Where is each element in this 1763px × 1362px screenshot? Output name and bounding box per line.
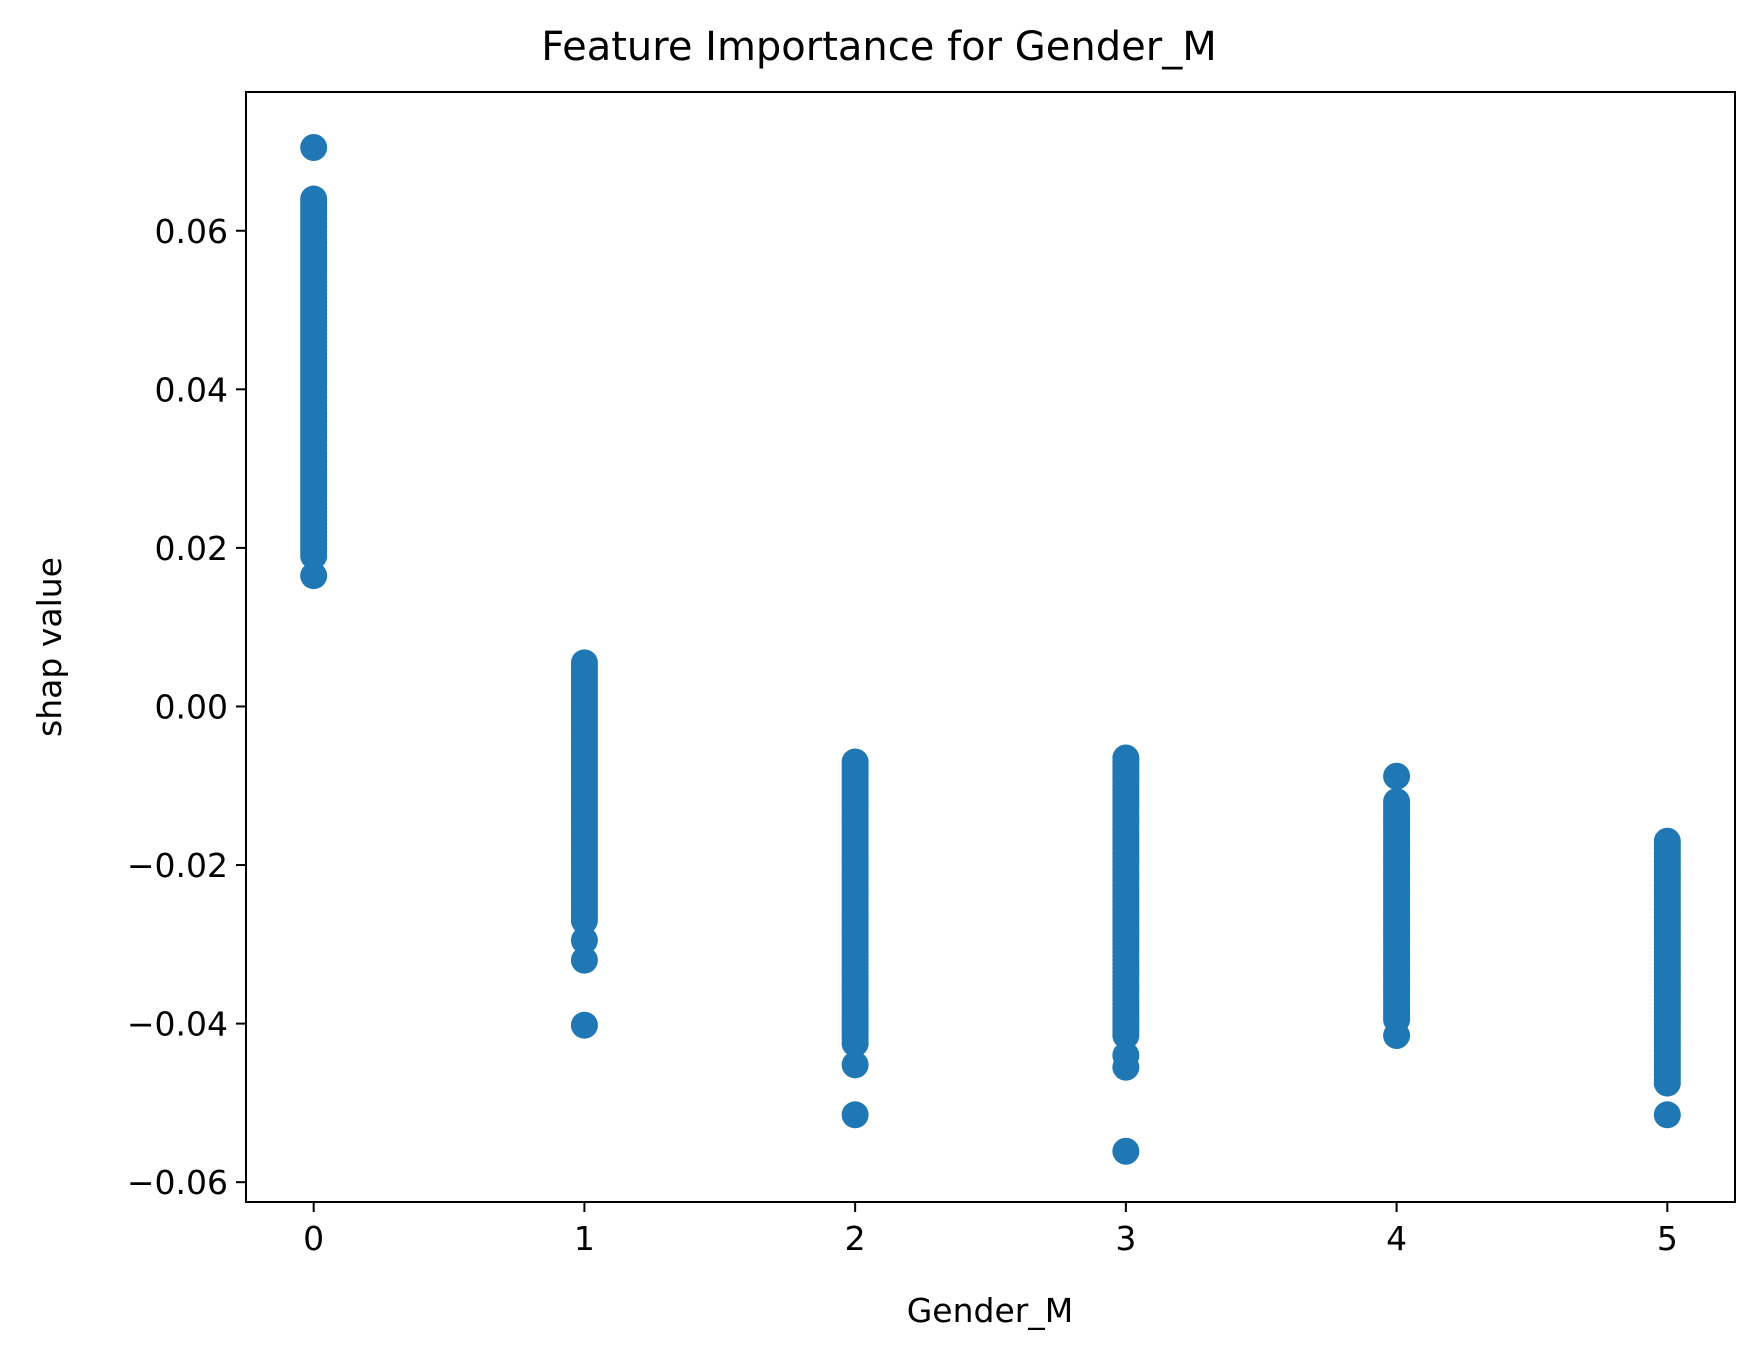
data-point-outlier <box>1112 1053 1140 1081</box>
y-tick-label: 0.04 <box>155 370 228 409</box>
data-point-outlier <box>570 1011 598 1039</box>
data-point <box>300 542 328 570</box>
x-tick-label: 3 <box>1115 1219 1136 1258</box>
chart-title: Feature Importance for Gender_M <box>541 24 1216 70</box>
data-point <box>1112 1022 1140 1049</box>
x-axis: 0 1 2 3 4 5 <box>303 1202 1678 1258</box>
data-point-outlier <box>1383 762 1411 790</box>
data-point-outlier <box>570 926 598 954</box>
data-point-outlier <box>300 562 328 590</box>
data-point-outlier <box>1112 762 1140 790</box>
x-tick-label: 2 <box>845 1219 866 1258</box>
y-tick-label: −0.02 <box>127 846 228 885</box>
plot-frame <box>245 91 1736 1203</box>
data-point-outlier <box>570 946 598 974</box>
x-tick-label: 5 <box>1657 1219 1678 1258</box>
data-point-outlier <box>841 1101 869 1129</box>
y-tick-label: −0.04 <box>127 1005 228 1044</box>
data-point-outlier <box>1653 1101 1681 1129</box>
y-axis-label: shap value <box>30 557 69 737</box>
data-point <box>1653 1069 1681 1097</box>
x-axis-label: Gender_M <box>907 1291 1074 1330</box>
y-tick-label: 0.00 <box>155 687 228 726</box>
data-point-outlier <box>300 134 328 161</box>
y-tick-label: 0.02 <box>155 529 228 568</box>
data-point <box>841 1029 869 1057</box>
y-tick-label: −0.06 <box>127 1163 228 1202</box>
x-tick-label: 4 <box>1386 1219 1407 1258</box>
x-tick-label: 1 <box>574 1219 595 1258</box>
data-point <box>570 907 598 935</box>
y-axis: −0.06 −0.04 −0.02 0.00 0.02 0.04 0.06 <box>127 212 246 1202</box>
data-point-outlier <box>1112 1137 1140 1165</box>
data-point-outlier <box>841 1051 869 1079</box>
x-tick-label: 0 <box>303 1219 324 1258</box>
data-points <box>300 134 1681 1165</box>
data-point-outlier <box>1383 1022 1411 1049</box>
y-tick-label: 0.06 <box>155 212 228 251</box>
